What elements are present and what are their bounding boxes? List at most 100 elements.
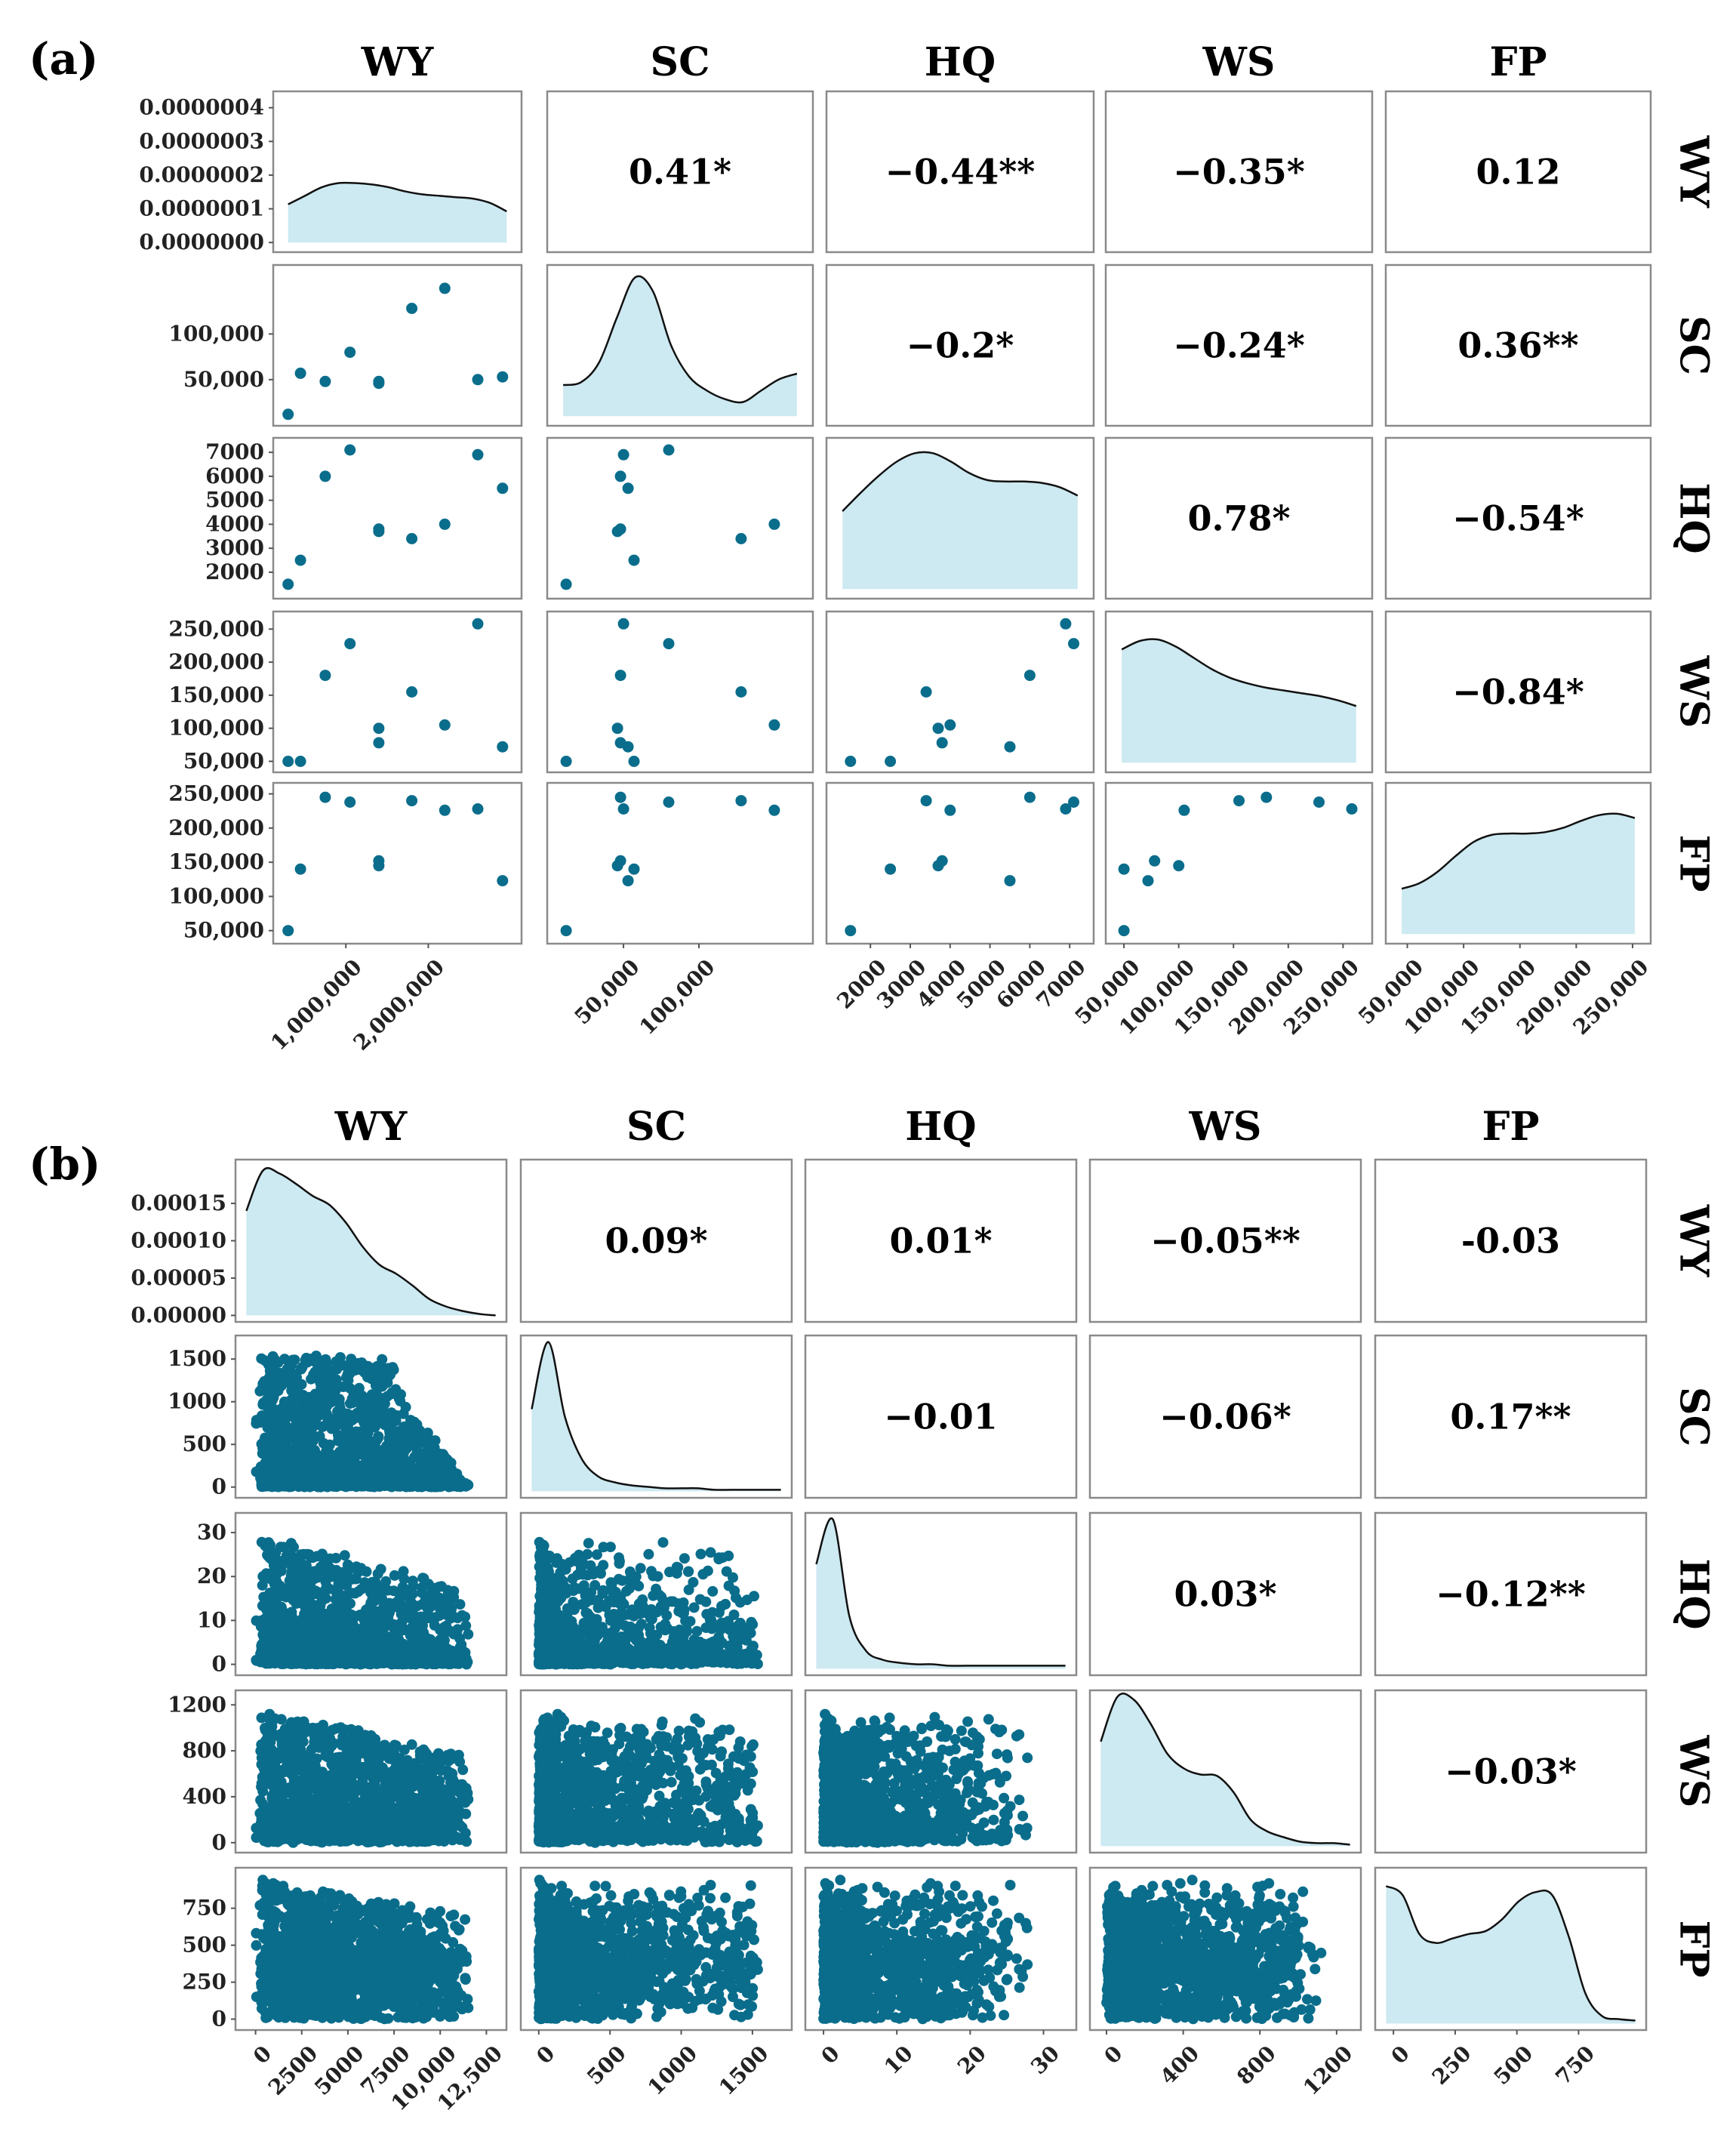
data-point xyxy=(735,686,747,698)
cell-sc-hq: −0.2* xyxy=(825,263,1095,427)
data-point xyxy=(1313,796,1325,808)
data-point xyxy=(320,1583,331,1594)
data-point xyxy=(1118,863,1130,875)
y-tick-label: 0 xyxy=(212,1652,226,1677)
cell-fp-wy xyxy=(272,781,523,945)
cell-frame xyxy=(825,263,1095,427)
cell-sc-sc xyxy=(546,263,814,427)
correlation-label: −0.12** xyxy=(1436,1574,1586,1615)
column-header-fp: FP xyxy=(1482,1104,1539,1150)
cell-fp-ws xyxy=(1104,781,1374,945)
data-point xyxy=(722,1616,734,1627)
panel-label: (a) xyxy=(29,33,98,85)
y-tick-label: 200,000 xyxy=(168,649,264,674)
data-point xyxy=(315,1658,327,1669)
data-point xyxy=(286,1411,297,1422)
data-point xyxy=(497,482,509,494)
cell-frame xyxy=(272,263,523,427)
data-point xyxy=(272,1579,283,1591)
cell-sc-ws: −0.24* xyxy=(1104,263,1374,427)
y-tick-label: 200,000 xyxy=(168,815,264,840)
data-point xyxy=(568,1582,580,1593)
x-tick-label: 50,000 xyxy=(570,954,645,1029)
data-point xyxy=(448,1628,460,1640)
data-point xyxy=(328,1419,340,1430)
data-point xyxy=(417,1437,429,1448)
cell-ws-hq xyxy=(825,610,1095,774)
data-point xyxy=(366,1474,377,1486)
data-point xyxy=(650,1588,661,1600)
data-point xyxy=(272,1437,283,1449)
cell-frame xyxy=(825,610,1095,774)
data-point xyxy=(251,1418,262,1429)
y-tick-label: 1500 xyxy=(168,1346,226,1371)
data-point xyxy=(365,1455,376,1466)
data-point xyxy=(744,1656,756,1668)
data-point xyxy=(439,518,451,530)
data-point xyxy=(1260,791,1273,803)
data-point xyxy=(256,1619,267,1631)
data-point xyxy=(1068,638,1079,650)
y-tick-label: 50,000 xyxy=(183,918,264,943)
correlation-label: −0.44** xyxy=(885,152,1036,193)
data-point xyxy=(845,756,857,767)
data-point xyxy=(747,1619,759,1630)
data-point xyxy=(661,1610,673,1621)
data-point xyxy=(453,1480,464,1492)
data-point xyxy=(406,795,418,807)
data-point xyxy=(436,1605,447,1616)
data-point xyxy=(435,1655,446,1666)
data-point xyxy=(439,804,451,816)
data-point xyxy=(608,1613,619,1625)
data-point xyxy=(628,554,640,566)
data-point xyxy=(398,1447,409,1459)
data-point xyxy=(341,1372,352,1383)
cell-frame xyxy=(546,781,814,945)
cell-ws-wy xyxy=(234,1689,508,1854)
y-tick-label: 20 xyxy=(197,1563,226,1588)
data-point xyxy=(1023,791,1036,803)
data-point xyxy=(435,1481,445,1493)
column-header-hq: HQ xyxy=(925,39,996,85)
data-point xyxy=(606,1579,617,1591)
data-point xyxy=(347,1397,359,1409)
y-tick-label: 0.00005 xyxy=(131,1265,226,1290)
density-curve xyxy=(288,181,507,213)
density-area xyxy=(842,451,1078,590)
data-point xyxy=(453,1658,464,1669)
cell-wy-wy xyxy=(272,90,523,254)
data-point xyxy=(373,525,385,538)
y-tick-label: 0.00015 xyxy=(131,1191,226,1215)
data-point xyxy=(351,1445,362,1456)
data-point xyxy=(392,1462,403,1473)
data-point xyxy=(583,1538,594,1549)
data-point xyxy=(309,1420,320,1431)
data-point xyxy=(1173,860,1185,872)
data-point xyxy=(294,863,306,875)
data-point xyxy=(403,1592,414,1604)
correlation-label: −0.35* xyxy=(1173,152,1305,193)
data-point xyxy=(435,1634,445,1646)
data-point xyxy=(1060,618,1072,630)
data-point xyxy=(262,1637,273,1649)
data-point xyxy=(680,1640,691,1652)
data-point xyxy=(439,719,451,731)
cell-hq-hq xyxy=(804,1511,1078,1677)
y-tick-label: 0.0000000 xyxy=(139,230,264,254)
data-point xyxy=(400,1401,411,1412)
data-point xyxy=(463,1628,474,1640)
data-point xyxy=(387,1427,399,1438)
data-point xyxy=(611,722,623,735)
data-point xyxy=(344,796,356,808)
data-point xyxy=(297,1574,309,1585)
density-area xyxy=(246,1168,496,1316)
y-tick-label: 500 xyxy=(183,1431,226,1456)
y-tick-label: 2000 xyxy=(205,559,264,584)
data-point xyxy=(367,1594,378,1605)
data-point xyxy=(288,1582,300,1593)
data-point xyxy=(266,1413,278,1425)
data-point xyxy=(446,1647,457,1659)
data-point xyxy=(321,1622,332,1634)
data-point xyxy=(735,795,747,807)
data-point xyxy=(278,1422,289,1434)
